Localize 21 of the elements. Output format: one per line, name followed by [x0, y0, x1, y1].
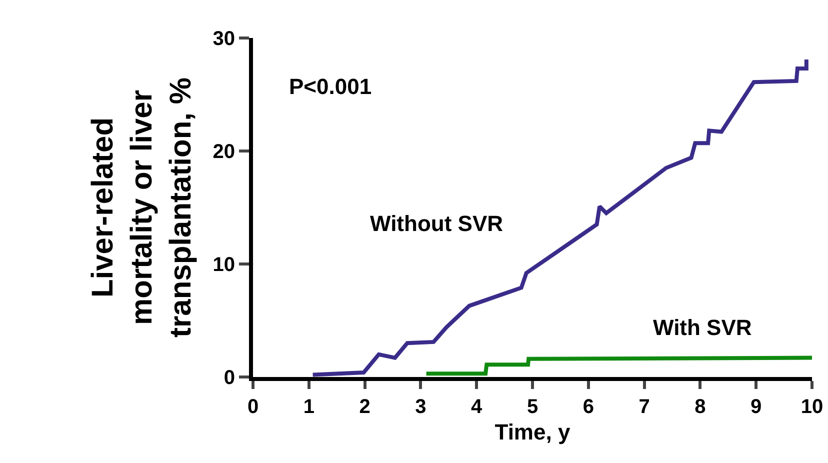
x-tick-label: 0 [247, 396, 259, 418]
series-label: With SVR [653, 315, 752, 340]
y-tick-label: 30 [212, 28, 235, 50]
y-tick-label: 10 [212, 254, 235, 276]
x-tick-label: 1 [303, 396, 314, 418]
x-tick-label: 9 [750, 396, 762, 418]
x-tick-label: 8 [694, 396, 706, 418]
x-tick-label: 4 [471, 396, 484, 418]
x-tick-label: 10 [800, 396, 824, 418]
y-tick-label: 20 [212, 141, 235, 163]
x-tick-label: 6 [582, 396, 594, 418]
series-label: Without SVR [370, 211, 504, 236]
annotation: P<0.001 [289, 74, 372, 99]
x-tick-label: 2 [359, 396, 370, 418]
x-axis-title: Time, y [494, 419, 571, 444]
y-axis-title: Liver-related mortality or liver transplantation, % [86, 77, 198, 338]
y-tick-label: 0 [224, 367, 235, 389]
line-series [424, 356, 812, 376]
x-tick-label: 5 [526, 396, 538, 418]
x-tick-label: 7 [638, 396, 650, 418]
x-tick-label: 3 [415, 396, 426, 418]
